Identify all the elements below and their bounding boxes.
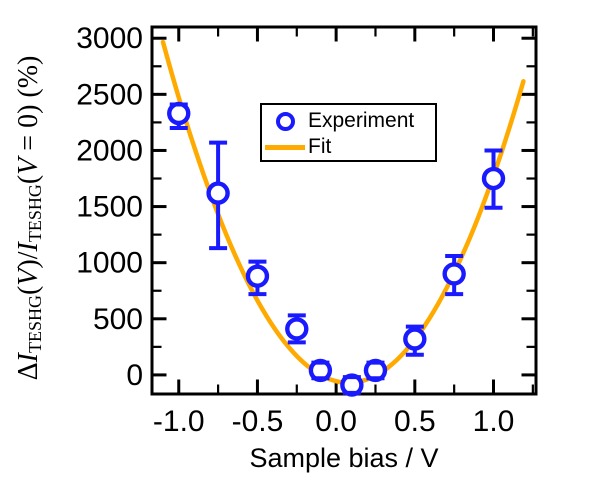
legend-label-fit: Fit (308, 135, 332, 158)
x-tick-label: 0.0 (315, 405, 357, 438)
y-tick-label: 3000 (76, 22, 143, 55)
y-axis-label-segment: V (13, 157, 44, 175)
y-tick-label: 1000 (76, 247, 143, 280)
legend-entry-fit: Fit (262, 134, 435, 160)
y-axis-label-segment: ( (13, 174, 44, 185)
data-point (442, 262, 466, 286)
y-tick-label: 2000 (76, 134, 143, 167)
data-point (481, 166, 506, 191)
data-point (167, 101, 191, 126)
data-point (206, 181, 230, 205)
y-tick-label: 0 (126, 359, 143, 392)
x-tick-label: -0.5 (232, 405, 284, 438)
y-tick-label: 2500 (76, 78, 143, 111)
y-axis-label-segment: )/ (13, 251, 44, 269)
y-axis-label-segment: TESHG (25, 184, 45, 243)
y-tick-label: 500 (93, 303, 143, 336)
y-tick-label: 1500 (76, 191, 143, 224)
legend-label-experiment: Experiment (308, 109, 415, 132)
y-axis-label: ΔITESHG(V)/ITESHG(V = 0) (%) (12, 0, 46, 468)
x-tick-label: 0.5 (394, 405, 436, 438)
y-axis-label-segment: Δ (13, 362, 44, 381)
data-point (403, 327, 427, 351)
x-tick-label: -1.0 (153, 405, 205, 438)
y-axis-label-segment: I (13, 353, 44, 363)
legend: Experiment Fit (260, 103, 437, 162)
data-point (245, 264, 270, 288)
x-axis-label: Sample bias / V (249, 443, 439, 473)
x-tick-label: 1.0 (473, 405, 515, 438)
experiment-open-circle-icon (262, 111, 308, 131)
y-axis-label-segment: TESHG (25, 295, 45, 354)
y-axis-label-segment: = 0) (%) (13, 55, 44, 158)
y-axis-label-segment: V (13, 268, 44, 286)
data-point (285, 317, 309, 341)
fit-line-icon (262, 144, 308, 150)
y-axis-label-text: ΔITESHG(V)/ITESHG(V = 0) (%) (13, 55, 45, 381)
y-axis-label-segment: I (13, 242, 44, 252)
y-axis-label-segment: ( (13, 285, 44, 296)
legend-entry-experiment: Experiment (262, 108, 435, 134)
